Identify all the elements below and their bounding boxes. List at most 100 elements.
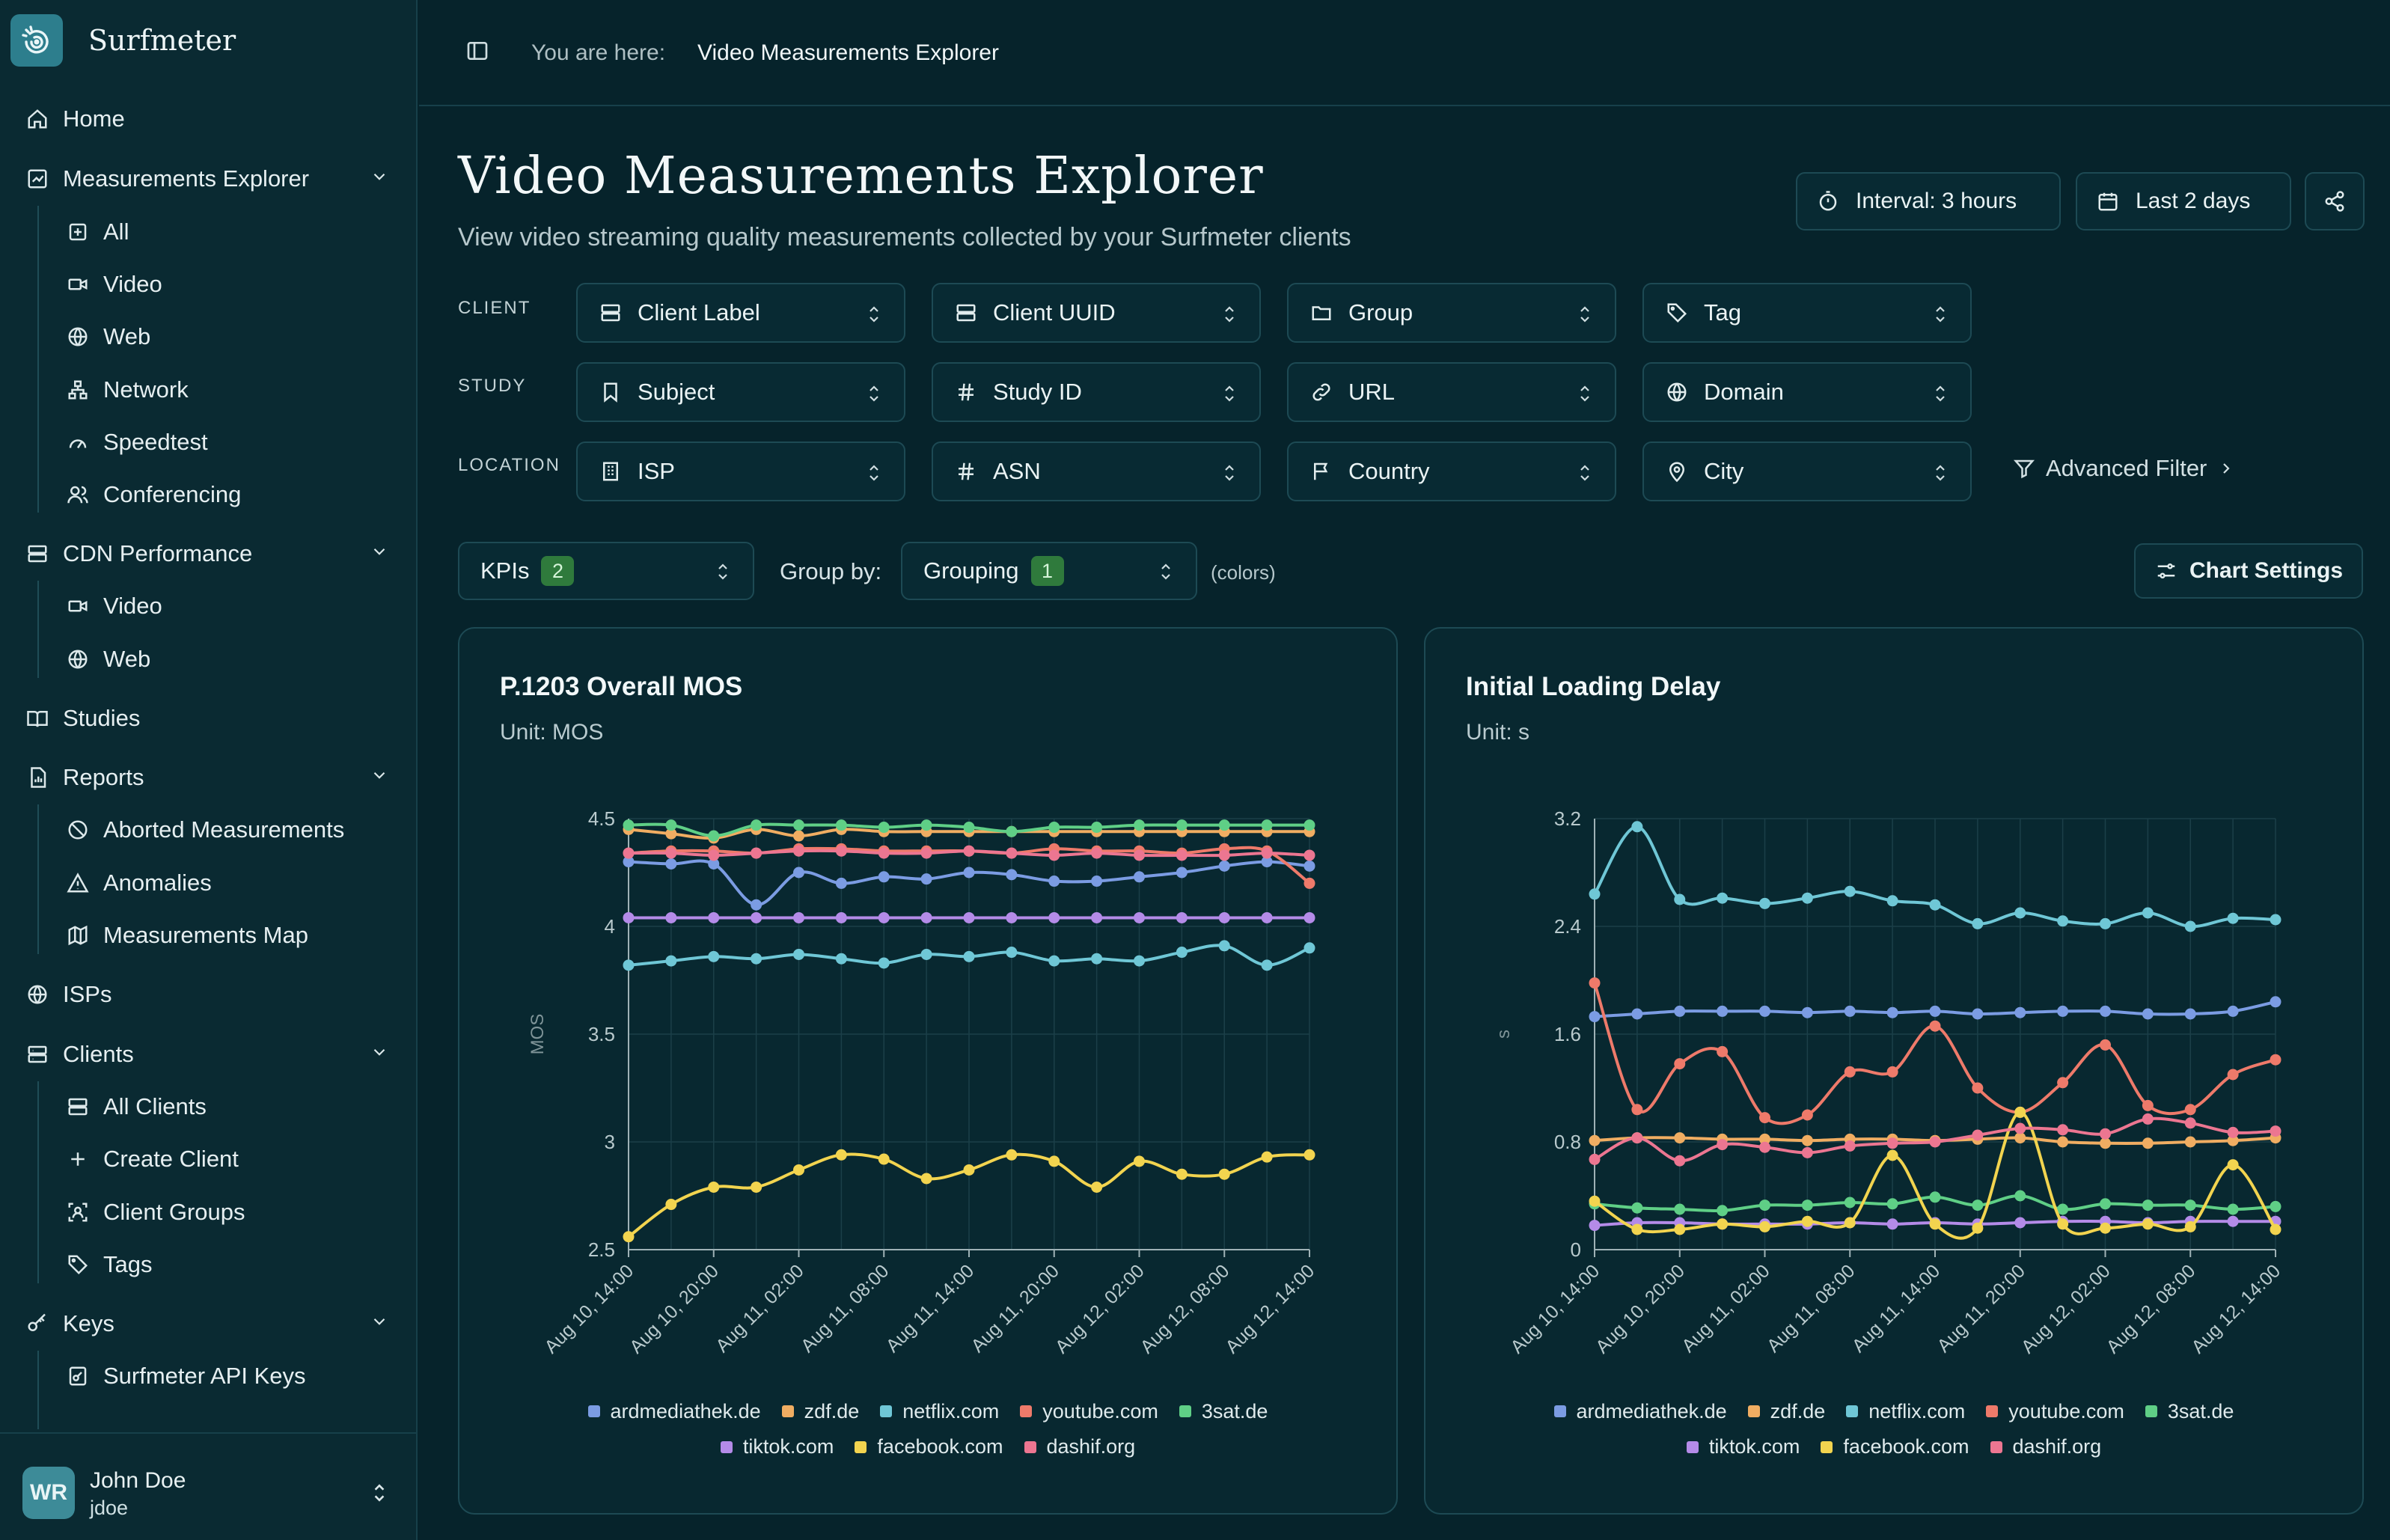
advanced-filter-button[interactable]: Advanced Filter bbox=[2013, 455, 2235, 482]
breadcrumb[interactable]: Video Measurements Explorer bbox=[697, 40, 999, 65]
filter-study-id[interactable]: Study ID bbox=[932, 362, 1261, 422]
nav-tags[interactable]: Tags bbox=[63, 1243, 394, 1286]
nav-me-conferencing[interactable]: Conferencing bbox=[63, 473, 394, 516]
filter-city[interactable]: City bbox=[1642, 441, 1972, 501]
nav-anomalies[interactable]: Anomalies bbox=[63, 861, 394, 905]
data-point bbox=[963, 1164, 975, 1176]
chevron-updown-icon bbox=[1220, 461, 1238, 491]
legend-item[interactable]: dashif.org bbox=[1990, 1435, 2101, 1458]
filter-country[interactable]: Country bbox=[1287, 441, 1616, 501]
legend-item[interactable]: tiktok.com bbox=[1686, 1435, 1800, 1458]
nav-home[interactable]: Home bbox=[22, 97, 394, 141]
date-range-button[interactable]: Last 2 days bbox=[2076, 172, 2291, 230]
nav-isps[interactable]: ISPs bbox=[22, 973, 394, 1016]
user-menu[interactable]: WR John Doe jdoe bbox=[0, 1432, 416, 1540]
nav-aborted[interactable]: Aborted Measurements bbox=[63, 808, 394, 852]
filter-section-study: STUDY bbox=[458, 376, 527, 396]
data-point bbox=[1091, 876, 1103, 887]
legend-swatch bbox=[720, 1440, 733, 1453]
legend-item[interactable]: ardmediathek.de bbox=[1553, 1400, 1727, 1423]
video-icon bbox=[63, 591, 93, 621]
legend-item[interactable]: facebook.com bbox=[1821, 1435, 1969, 1458]
legend-item[interactable]: youtube.com bbox=[1986, 1400, 2124, 1423]
grouping-select[interactable]: Grouping 1 bbox=[901, 542, 1197, 600]
nav-me-web[interactable]: Web bbox=[63, 315, 394, 358]
chart-settings-button[interactable]: Chart Settings bbox=[2134, 543, 2363, 599]
data-point bbox=[2142, 1113, 2154, 1125]
data-point bbox=[2014, 1132, 2026, 1144]
nav-clients[interactable]: Clients bbox=[22, 1033, 394, 1076]
nav-keys[interactable]: Keys bbox=[22, 1302, 394, 1345]
legend-item[interactable]: netflix.com bbox=[1846, 1400, 1965, 1423]
legend-item[interactable]: zdf.de bbox=[1747, 1400, 1825, 1423]
nav-me-network[interactable]: Network bbox=[63, 368, 394, 412]
filter-url[interactable]: URL bbox=[1287, 362, 1616, 422]
chevron-updown-icon bbox=[1157, 560, 1175, 590]
filter-group[interactable]: Group bbox=[1287, 283, 1616, 343]
video-icon bbox=[63, 269, 93, 299]
kpis-select[interactable]: KPIs 2 bbox=[458, 542, 754, 600]
sidebar-toggle-icon[interactable] bbox=[465, 39, 489, 67]
brand[interactable]: Surfmeter bbox=[10, 13, 236, 67]
nav-me-speedtest[interactable]: Speedtest bbox=[63, 421, 394, 464]
data-point bbox=[1134, 849, 1145, 861]
share-button[interactable] bbox=[2305, 172, 2365, 230]
nav-cdn-performance[interactable]: CDN Performance bbox=[22, 532, 394, 575]
data-point bbox=[2184, 1136, 2196, 1148]
data-point bbox=[1304, 849, 1315, 861]
data-point bbox=[1759, 897, 1770, 909]
legend-item[interactable]: facebook.com bbox=[855, 1435, 1003, 1458]
grouping-label: Grouping bbox=[923, 557, 1019, 584]
data-point bbox=[708, 1181, 720, 1193]
kpis-count-badge: 2 bbox=[541, 556, 575, 586]
x-tick-label: Aug 12, 02:00 bbox=[1051, 1260, 1149, 1357]
legend-item[interactable]: ardmediathek.de bbox=[587, 1400, 761, 1423]
legend-item[interactable]: youtube.com bbox=[1020, 1400, 1158, 1423]
legend-swatch bbox=[1747, 1405, 1760, 1417]
legend-label: netflix.com bbox=[902, 1399, 1000, 1423]
nav-me-video[interactable]: Video bbox=[63, 263, 394, 306]
filter-client-label[interactable]: Client Label bbox=[576, 283, 905, 343]
data-point bbox=[2100, 1039, 2111, 1051]
legend-item[interactable]: 3sat.de bbox=[1179, 1400, 1268, 1423]
nav-all-clients[interactable]: All Clients bbox=[63, 1085, 394, 1128]
legend-swatch bbox=[587, 1405, 600, 1417]
nav-create-client[interactable]: Create Client bbox=[63, 1137, 394, 1181]
nav-me-all[interactable]: All bbox=[63, 210, 394, 254]
nav-cdn-web[interactable]: Web bbox=[63, 638, 394, 681]
data-point bbox=[751, 899, 762, 911]
data-point bbox=[2057, 1218, 2069, 1230]
interval-button[interactable]: Interval: 3 hours bbox=[1796, 172, 2061, 230]
data-point bbox=[1801, 1200, 1813, 1211]
filter-asn[interactable]: ASN bbox=[932, 441, 1261, 501]
nav-measurements-map-label: Measurements Map bbox=[103, 922, 308, 948]
legend-swatch bbox=[1846, 1405, 1859, 1417]
legend-item[interactable]: tiktok.com bbox=[720, 1435, 834, 1458]
data-point bbox=[1261, 959, 1273, 971]
filter-isp[interactable]: ISP bbox=[576, 441, 905, 501]
nav-studies[interactable]: Studies bbox=[22, 697, 394, 740]
data-point bbox=[2142, 1099, 2154, 1111]
nav-cdn-video[interactable]: Video bbox=[63, 584, 394, 628]
filter-tag[interactable]: Tag bbox=[1642, 283, 1972, 343]
filter-client-uuid[interactable]: Client UUID bbox=[932, 283, 1261, 343]
nav-api-keys[interactable]: Surfmeter API Keys bbox=[63, 1354, 394, 1398]
legend-item[interactable]: dashif.org bbox=[1024, 1435, 1135, 1458]
nav-tree-line bbox=[37, 1081, 39, 1283]
nav-client-groups[interactable]: Client Groups bbox=[63, 1191, 394, 1234]
legend-item[interactable]: netflix.com bbox=[880, 1400, 999, 1423]
data-point bbox=[2227, 1134, 2239, 1146]
filter-subject[interactable]: Subject bbox=[576, 362, 905, 422]
filter-domain[interactable]: Domain bbox=[1642, 362, 1972, 422]
data-point bbox=[1176, 849, 1188, 861]
data-point bbox=[1006, 1149, 1018, 1161]
nav-measurements-map[interactable]: Measurements Map bbox=[63, 914, 394, 957]
nav-measurements-explorer[interactable]: Measurements Explorer bbox=[22, 157, 394, 201]
data-point bbox=[665, 819, 677, 831]
legend-item[interactable]: 3sat.de bbox=[2145, 1400, 2234, 1423]
nav-reports[interactable]: Reports bbox=[22, 756, 394, 799]
legend-item[interactable]: zdf.de bbox=[781, 1400, 859, 1423]
data-point bbox=[2184, 1008, 2196, 1020]
